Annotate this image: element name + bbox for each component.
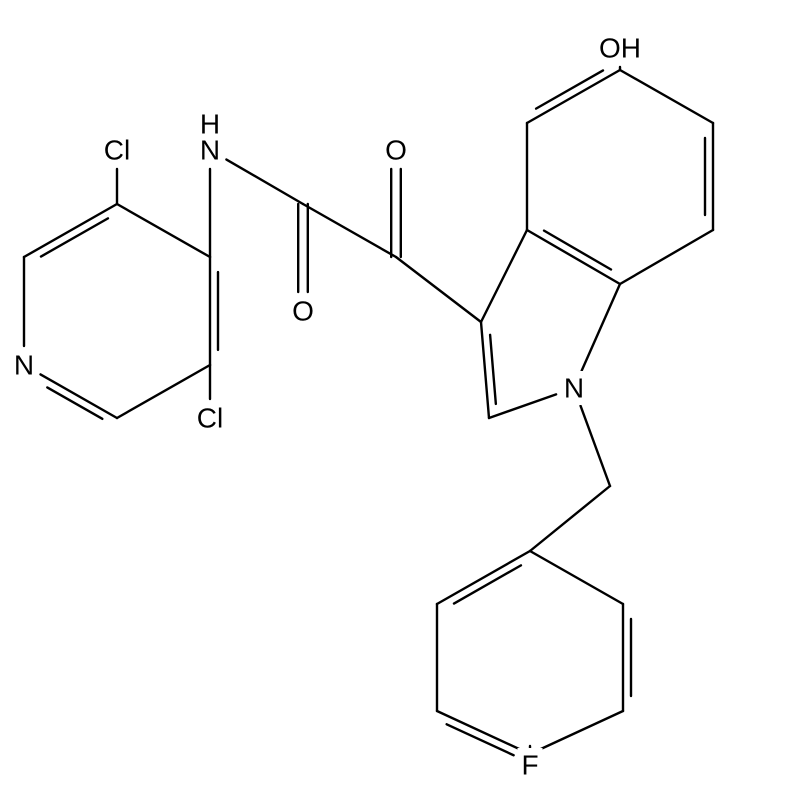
bond	[481, 230, 527, 322]
bond	[536, 70, 603, 108]
atom-label: OH	[599, 33, 641, 64]
atom-label: Cl	[104, 135, 130, 166]
atom-Nind: N	[561, 371, 586, 405]
atom-label: O	[385, 135, 407, 166]
bond	[454, 565, 521, 603]
atom-label: N	[14, 350, 34, 381]
atom-Cl1: Cl	[95, 133, 139, 167]
bond	[530, 486, 610, 551]
atom-O1: O	[383, 133, 408, 167]
bond	[396, 257, 481, 322]
atom-label: N	[564, 373, 584, 404]
bond	[489, 394, 556, 418]
bond	[490, 335, 496, 404]
bond	[620, 230, 713, 284]
bond	[530, 711, 623, 754]
bond	[47, 387, 102, 418]
bond	[41, 218, 108, 256]
bond	[527, 230, 620, 284]
bond	[527, 70, 620, 123]
bond	[117, 204, 210, 257]
atom-label: Cl	[197, 403, 223, 434]
atom-label-extra: H	[200, 109, 220, 140]
atom-NH: NH	[197, 108, 222, 167]
bond	[41, 374, 117, 418]
bond	[24, 204, 117, 257]
bond	[303, 204, 396, 257]
atom-Npy: N	[11, 348, 36, 382]
atom-OH: OH	[598, 31, 642, 65]
bond	[582, 284, 620, 371]
atom-F: F	[517, 748, 542, 782]
bond	[447, 724, 514, 755]
bond	[530, 551, 623, 604]
molecule-diagram: OH O O NH Cl Cl N N F	[0, 0, 800, 800]
atom-Cl2: Cl	[188, 401, 232, 435]
atom-label: F	[521, 750, 538, 781]
bond	[620, 70, 713, 123]
bond	[481, 322, 489, 418]
bond	[226, 160, 303, 204]
bond	[581, 406, 610, 486]
bond	[544, 231, 611, 270]
atom-O2: O	[290, 294, 315, 328]
bond	[437, 551, 530, 604]
atom-label: O	[292, 296, 314, 327]
bond	[437, 711, 530, 754]
